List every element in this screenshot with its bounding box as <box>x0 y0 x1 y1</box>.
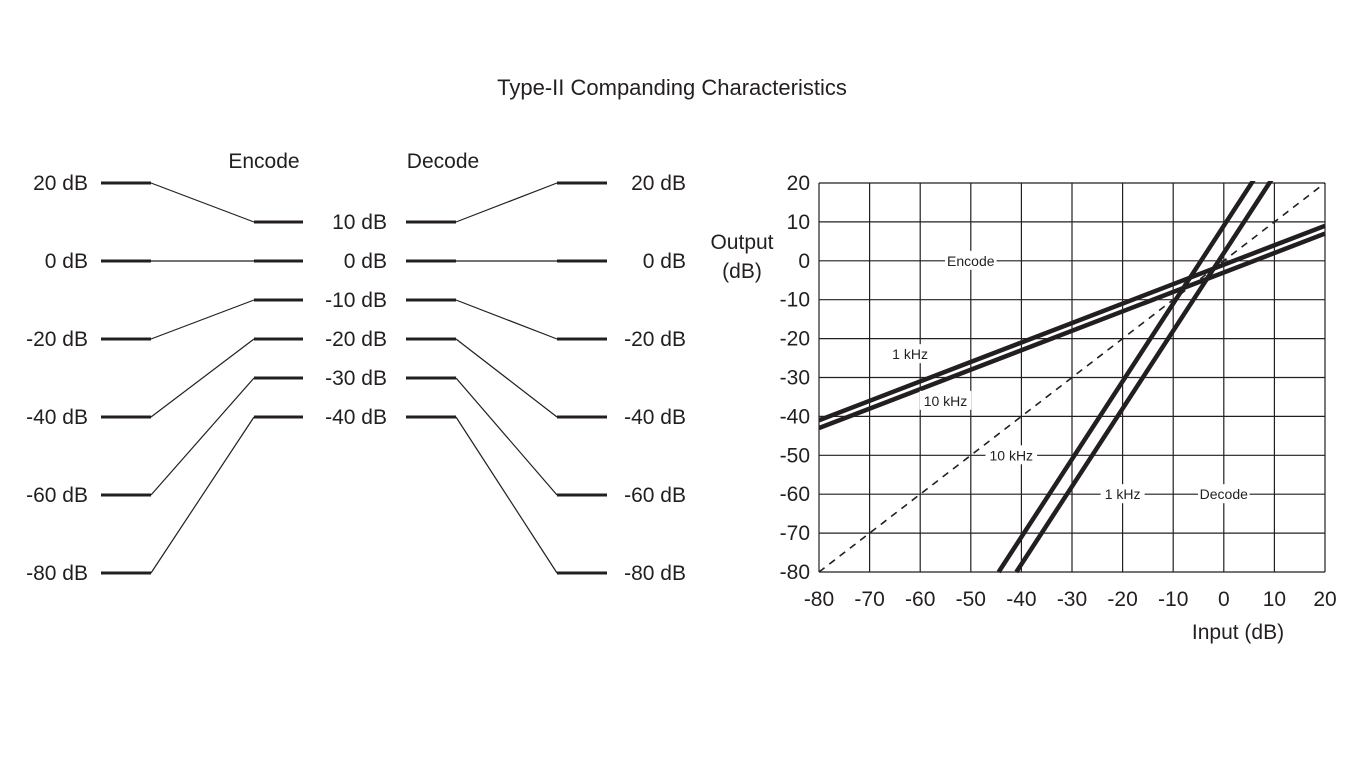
annotation-label: Encode <box>947 253 995 269</box>
encoded-level-label: -10 dB <box>325 289 387 312</box>
x-tick-label: -60 <box>905 588 935 611</box>
encode-connector <box>150 416 255 574</box>
encode-decode-diagram: Encode Decode 20 dB 20 dB 0 dB 0 dB -20 dB -2… <box>26 150 686 585</box>
level-ladder: 20 dB 20 dB 0 dB 0 dB -20 dB -20 dB -40 dB -40 … <box>26 172 686 585</box>
annotation-background <box>945 250 997 270</box>
encode-connector <box>150 299 255 340</box>
input-level-label: -80 dB <box>26 562 88 585</box>
y-axis-label-line2: (dB) <box>722 260 762 283</box>
y-tick-label: -20 <box>780 328 810 351</box>
y-tick-label: 20 <box>787 172 810 195</box>
annotation-background <box>985 445 1038 465</box>
annotation-background <box>1100 484 1145 504</box>
encode-connector <box>150 377 255 496</box>
x-axis-label: Input (dB) <box>1192 621 1284 644</box>
encode-connector <box>150 182 255 223</box>
input-level-label: 20 dB <box>33 172 88 195</box>
y-tick-label: -50 <box>780 444 810 467</box>
input-level-label: -60 dB <box>26 484 88 507</box>
transfer-curve <box>1014 181 1274 574</box>
x-tick-label: 10 <box>1263 588 1286 611</box>
output-level-label: -20 dB <box>624 328 686 351</box>
x-tick-label: -10 <box>1158 588 1188 611</box>
y-tick-label: -70 <box>780 522 810 545</box>
annotation-label: 1 kHz <box>1105 486 1141 502</box>
x-tick-label: -40 <box>1006 588 1036 611</box>
y-tick-label: -40 <box>780 405 810 428</box>
encode-connector <box>150 338 255 418</box>
transfer-curve <box>819 223 1326 423</box>
figure-title: Type-II Companding Characteristics <box>497 75 847 100</box>
y-tick-label: -80 <box>780 561 810 584</box>
decode-header: Decode <box>407 150 479 173</box>
decode-connector <box>455 299 558 340</box>
x-tick-label: 20 <box>1313 588 1336 611</box>
chart-grid <box>818 182 1326 573</box>
annotation-background <box>1198 484 1250 504</box>
output-level-label: -40 dB <box>624 406 686 429</box>
annotation-label: 10 kHz <box>924 393 968 409</box>
x-tick-label: -50 <box>956 588 986 611</box>
x-tick-label: -30 <box>1057 588 1087 611</box>
x-tick-label: -80 <box>804 588 834 611</box>
x-tick-label: 0 <box>1218 588 1230 611</box>
transfer-chart: -80 -70 -60 -50 -40 -30 -20 -10 0 10 20 20 10 0 -10 -2… <box>710 172 1337 644</box>
output-level-label: 20 dB <box>631 172 686 195</box>
encoded-level-label: 10 dB <box>332 211 387 234</box>
y-tick-label: -30 <box>780 367 810 390</box>
output-level-label: -60 dB <box>624 484 686 507</box>
decode-connector <box>455 182 558 223</box>
unity-reference-line <box>819 182 1326 573</box>
y-axis-label-line1: Output <box>710 231 773 254</box>
y-tick-label: 0 <box>798 250 810 273</box>
annotation-label: 10 kHz <box>989 447 1033 463</box>
decode-connector <box>455 377 558 496</box>
y-tick-label: 10 <box>787 211 810 234</box>
chart-annotations: Encode 1 kHz 10 kHz 10 kHz 1 kHz Decode <box>888 250 1250 504</box>
x-tick-label: -20 <box>1107 588 1137 611</box>
y-tick-label: -10 <box>780 289 810 312</box>
annotation-label: 1 kHz <box>892 346 928 362</box>
encoded-level-label: -40 dB <box>325 406 387 429</box>
output-level-label: -80 dB <box>624 562 686 585</box>
transfer-curve <box>996 181 1256 574</box>
encoded-level-label: -20 dB <box>325 328 387 351</box>
encoded-level-label: 0 dB <box>344 250 387 273</box>
encoded-level-label: -30 dB <box>325 367 387 390</box>
annotation-label: Decode <box>1200 486 1248 502</box>
y-tick-labels: 20 10 0 -10 -20 -30 -40 -50 -60 -70 -80 <box>780 172 810 584</box>
input-level-label: 0 dB <box>45 250 88 273</box>
transfer-curve <box>819 231 1326 431</box>
input-level-label: -40 dB <box>26 406 88 429</box>
y-tick-label: -60 <box>780 483 810 506</box>
x-tick-label: -70 <box>854 588 884 611</box>
output-level-label: 0 dB <box>643 250 686 273</box>
input-level-label: -20 dB <box>26 328 88 351</box>
decode-connector <box>455 338 558 418</box>
annotation-background <box>888 344 933 364</box>
encode-header: Encode <box>228 150 299 173</box>
decode-connector <box>455 416 558 574</box>
chart-series <box>819 181 1326 574</box>
annotation-background <box>919 390 972 410</box>
x-tick-labels: -80 -70 -60 -50 -40 -30 -20 -10 0 10 20 <box>804 588 1337 611</box>
